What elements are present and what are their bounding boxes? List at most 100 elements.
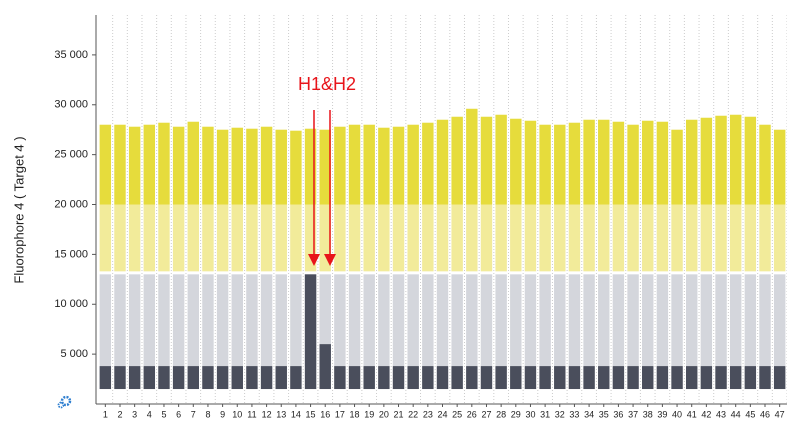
droplet-band xyxy=(744,366,757,390)
droplet-band xyxy=(495,274,507,367)
droplet-band xyxy=(729,366,742,390)
droplet-band xyxy=(598,274,610,367)
droplet-band xyxy=(656,366,669,390)
droplet-band xyxy=(246,128,258,205)
droplet-band xyxy=(319,129,331,205)
droplet-band xyxy=(187,366,200,390)
droplet-band xyxy=(773,366,786,390)
droplet-band xyxy=(172,274,185,367)
droplet-band xyxy=(172,204,185,272)
x-tick-label: 28 xyxy=(496,409,506,419)
droplet-band xyxy=(583,119,595,205)
droplet-band xyxy=(99,124,112,205)
x-tick-label: 43 xyxy=(716,409,726,419)
droplet-band xyxy=(612,121,625,205)
droplet-band xyxy=(231,366,243,390)
x-tick-label: 46 xyxy=(760,409,770,419)
droplet-band xyxy=(143,366,156,390)
droplet-band xyxy=(568,274,581,367)
droplet-band xyxy=(231,204,243,272)
droplet-band xyxy=(275,129,287,205)
droplet-band xyxy=(510,366,522,390)
droplet-band xyxy=(422,204,434,272)
x-tick-label: 14 xyxy=(291,409,301,419)
x-tick-label: 6 xyxy=(176,409,181,419)
droplet-band xyxy=(642,120,654,205)
droplet-band xyxy=(114,366,126,390)
droplet-band xyxy=(466,204,478,272)
x-tick-label: 41 xyxy=(687,409,697,419)
droplet-band xyxy=(363,124,375,205)
droplet-band xyxy=(290,130,302,205)
x-tick-label: 5 xyxy=(161,409,166,419)
x-tick-label: 47 xyxy=(775,409,785,419)
droplet-band xyxy=(466,108,478,205)
droplet-band xyxy=(128,274,141,367)
droplet-band xyxy=(700,117,713,205)
x-tick-label: 38 xyxy=(643,409,653,419)
droplet-band xyxy=(656,274,669,367)
droplet-band xyxy=(290,366,302,390)
droplet-band xyxy=(231,274,243,367)
droplet-band xyxy=(304,204,317,272)
droplet-band xyxy=(451,366,463,390)
x-tick-label: 31 xyxy=(540,409,550,419)
droplet-band xyxy=(642,366,654,390)
droplet-band xyxy=(773,204,786,272)
droplet-band xyxy=(436,204,449,272)
droplet-band xyxy=(143,204,156,272)
droplet-band xyxy=(407,124,419,205)
droplet-band xyxy=(480,366,493,390)
x-tick-label: 4 xyxy=(147,409,152,419)
droplet-band xyxy=(568,366,581,390)
droplet-band xyxy=(627,366,639,390)
droplet-band xyxy=(729,114,742,205)
y-tick-label: 25 000 xyxy=(54,149,88,161)
droplet-band xyxy=(627,204,639,272)
droplet-band xyxy=(158,274,170,367)
droplet-band xyxy=(99,274,112,367)
x-tick-label: 37 xyxy=(628,409,638,419)
droplet-band xyxy=(246,274,258,367)
settings-icon[interactable] xyxy=(57,395,72,409)
droplet-band xyxy=(480,274,493,367)
droplet-band xyxy=(436,274,449,367)
droplet-band xyxy=(773,274,786,367)
droplet-band xyxy=(568,204,581,272)
droplet-band xyxy=(715,366,727,390)
x-tick-label: 39 xyxy=(657,409,667,419)
droplet-band xyxy=(187,121,200,205)
droplet-band xyxy=(583,204,595,272)
droplet-band xyxy=(685,274,698,367)
droplet-band xyxy=(319,344,331,390)
droplet-band xyxy=(348,124,361,205)
droplet-band xyxy=(216,129,229,205)
y-tick-label: 20 000 xyxy=(54,198,88,210)
droplet-band xyxy=(407,204,419,272)
x-tick-label: 21 xyxy=(394,409,404,419)
x-tick-label: 17 xyxy=(335,409,345,419)
droplet-band xyxy=(216,204,229,272)
x-tick-label: 26 xyxy=(467,409,477,419)
droplet-band xyxy=(202,366,214,390)
droplet-band xyxy=(304,128,317,205)
x-tick-label: 20 xyxy=(379,409,389,419)
x-tick-label: 11 xyxy=(247,409,256,419)
droplet-band xyxy=(260,366,273,390)
droplet-band xyxy=(304,274,317,390)
droplet-band xyxy=(642,204,654,272)
droplet-band xyxy=(612,204,625,272)
droplet-band xyxy=(158,366,170,390)
droplet-band xyxy=(422,366,434,390)
x-tick-label: 36 xyxy=(613,409,623,419)
droplet-band xyxy=(158,122,170,205)
droplet-band xyxy=(495,114,507,205)
droplet-band xyxy=(202,274,214,367)
x-tick-label: 18 xyxy=(350,409,360,419)
droplet-band xyxy=(729,204,742,272)
x-tick-label: 13 xyxy=(276,409,286,419)
droplet-band xyxy=(392,126,405,205)
droplet-band xyxy=(407,366,419,390)
